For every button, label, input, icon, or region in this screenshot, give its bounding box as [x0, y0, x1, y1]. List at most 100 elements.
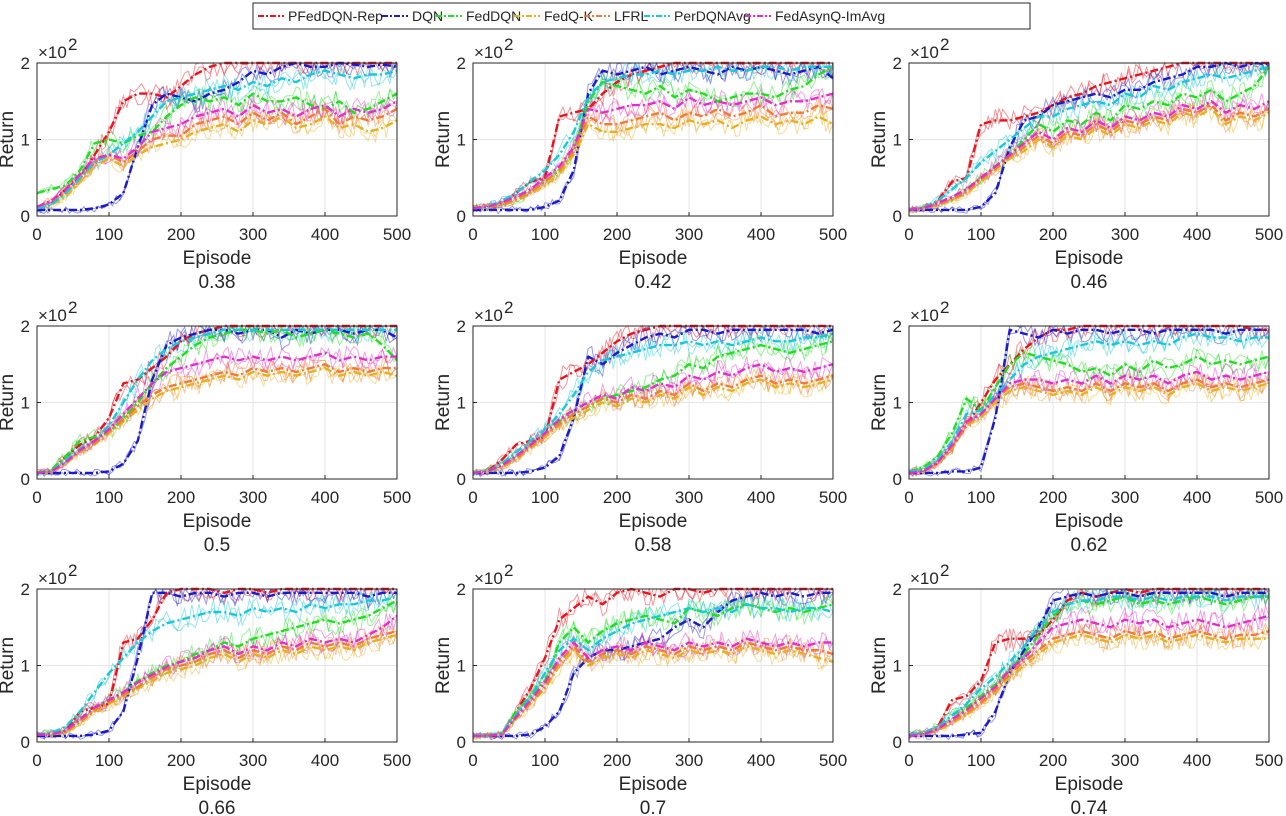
y-multiplier-exponent: 2: [68, 35, 77, 54]
x-tick-label: 0: [904, 751, 913, 770]
seed-trace: [473, 587, 833, 741]
series-line: [473, 332, 833, 475]
x-tick-label: 200: [1039, 488, 1067, 507]
series-line: [37, 614, 397, 736]
series-line: [473, 328, 833, 475]
y-multiplier-base: ×10: [910, 569, 939, 588]
y-tick-label: 2: [457, 580, 466, 599]
seed-trace: [473, 593, 833, 741]
y-tick-label: 2: [457, 54, 466, 73]
series-line: [473, 378, 833, 475]
x-tick-label: 400: [1183, 225, 1211, 244]
y-tick-label: 2: [893, 317, 902, 336]
x-axis-label: Episode: [619, 511, 688, 532]
x-tick-label: 300: [239, 225, 267, 244]
y-axis-label: Return: [869, 374, 890, 431]
series-group: [473, 587, 833, 741]
x-tick-label: 300: [239, 751, 267, 770]
x-tick-label: 300: [1111, 488, 1139, 507]
series-line: [37, 115, 397, 210]
y-tick-label: 1: [893, 131, 902, 150]
y-tick-label: 0: [457, 207, 466, 226]
panel-caption: 0.5: [204, 535, 230, 556]
y-tick-label: 2: [893, 54, 902, 73]
seed-trace: [909, 325, 1269, 475]
y-multiplier-base: ×10: [910, 306, 939, 325]
seed-trace: [473, 637, 833, 739]
x-axis-label: Episode: [183, 248, 252, 269]
series-line: [473, 92, 833, 210]
y-multiplier-exponent: 2: [68, 298, 77, 317]
y-tick-label: 0: [893, 207, 902, 226]
series-line: [909, 351, 1269, 473]
x-axis-label: Episode: [183, 511, 252, 532]
y-tick-label: 0: [21, 207, 30, 226]
series-line: [473, 374, 833, 475]
x-tick-label: 200: [167, 751, 195, 770]
legend-label: PFedDQN-Rep: [288, 8, 383, 24]
x-tick-label: 300: [675, 225, 703, 244]
x-axis-label: Episode: [1055, 774, 1124, 795]
y-tick-label: 2: [21, 317, 30, 336]
seed-trace: [473, 105, 833, 212]
series-line: [473, 591, 833, 738]
series-line: [909, 382, 1269, 475]
y-multiplier-base: ×10: [910, 43, 939, 62]
series-line: [909, 595, 1269, 736]
legend-entry: FedDQN: [436, 8, 521, 24]
series-line: [473, 65, 833, 210]
x-tick-label: 500: [383, 225, 411, 244]
x-tick-label: 0: [468, 751, 477, 770]
x-tick-label: 400: [747, 225, 775, 244]
y-tick-label: 1: [457, 394, 466, 413]
x-axis-label: Episode: [183, 774, 252, 795]
x-axis-label: Episode: [619, 774, 688, 795]
x-tick-label: 0: [468, 225, 477, 244]
x-tick-label: 300: [239, 488, 267, 507]
seed-trace: [37, 61, 397, 211]
x-tick-label: 200: [603, 225, 631, 244]
y-multiplier-base: ×10: [474, 43, 503, 62]
x-tick-label: 0: [904, 488, 913, 507]
y-multiplier-base: ×10: [38, 569, 67, 588]
panel-caption: 0.42: [635, 272, 672, 293]
x-tick-label: 100: [967, 488, 995, 507]
y-tick-label: 0: [457, 733, 466, 752]
series-group: [909, 587, 1269, 741]
x-tick-label: 500: [1255, 751, 1283, 770]
series-line: [473, 603, 833, 738]
legend-entry: DQN: [382, 8, 443, 24]
y-tick-label: 1: [21, 131, 30, 150]
panel-caption: 0.74: [1071, 798, 1108, 816]
y-multiplier-base: ×10: [38, 306, 67, 325]
x-tick-label: 100: [967, 225, 995, 244]
x-tick-label: 100: [531, 225, 559, 244]
x-tick-label: 300: [1111, 751, 1139, 770]
y-tick-label: 2: [457, 317, 466, 336]
x-tick-label: 400: [311, 225, 339, 244]
panel-caption: 0.66: [199, 798, 236, 816]
legend-label: LFRL: [614, 8, 648, 24]
y-axis-label: Return: [433, 637, 454, 694]
x-tick-label: 100: [531, 751, 559, 770]
y-multiplier-exponent: 2: [504, 561, 513, 580]
x-tick-label: 400: [311, 488, 339, 507]
legend: PFedDQN-Rep DQN FedDQN FedQ-K LFRL PerDQNAvg F…: [252, 2, 1031, 30]
panel-caption: 0.62: [1071, 535, 1108, 556]
series-group: [473, 324, 833, 478]
seed-trace: [37, 107, 397, 209]
x-axis-label: Episode: [1055, 248, 1124, 269]
series-line: [37, 633, 397, 736]
series-line: [909, 103, 1269, 212]
series-line: [37, 92, 397, 195]
y-multiplier-exponent: 2: [68, 561, 77, 580]
x-tick-label: 200: [167, 488, 195, 507]
y-multiplier: ×10 2: [474, 561, 513, 588]
x-tick-label: 500: [383, 488, 411, 507]
